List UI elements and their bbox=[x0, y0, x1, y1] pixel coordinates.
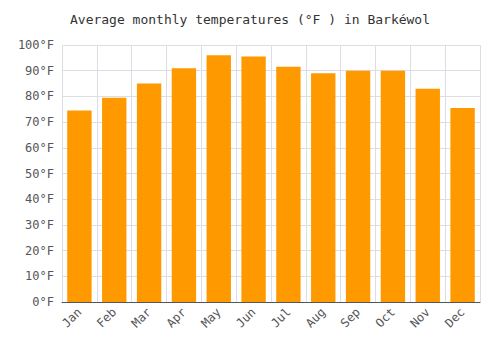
svg-text:80°F: 80°F bbox=[25, 89, 54, 103]
svg-text:Feb: Feb bbox=[94, 305, 119, 330]
svg-text:Dec: Dec bbox=[442, 305, 467, 330]
svg-text:Jun: Jun bbox=[233, 305, 258, 330]
svg-text:May: May bbox=[198, 305, 223, 330]
svg-text:40°F: 40°F bbox=[25, 192, 54, 206]
svg-text:Apr: Apr bbox=[164, 305, 189, 330]
svg-text:0°F: 0°F bbox=[32, 295, 54, 309]
svg-text:30°F: 30°F bbox=[25, 218, 54, 232]
svg-text:20°F: 20°F bbox=[25, 244, 54, 258]
svg-text:Sep: Sep bbox=[338, 305, 363, 330]
svg-text:Mar: Mar bbox=[129, 305, 154, 330]
svg-text:Jul: Jul bbox=[268, 305, 293, 330]
svg-text:60°F: 60°F bbox=[25, 141, 54, 155]
svg-text:Average monthly temperatures (: Average monthly temperatures (°F ) in Ba… bbox=[70, 12, 430, 27]
svg-text:90°F: 90°F bbox=[25, 64, 54, 78]
svg-text:Nov: Nov bbox=[407, 305, 432, 330]
svg-text:50°F: 50°F bbox=[25, 167, 54, 181]
svg-text:Aug: Aug bbox=[303, 305, 328, 330]
svg-text:Jan: Jan bbox=[59, 305, 84, 330]
svg-text:70°F: 70°F bbox=[25, 115, 54, 129]
svg-text:Oct: Oct bbox=[373, 305, 398, 330]
svg-text:10°F: 10°F bbox=[25, 269, 54, 283]
svg-text:100°F: 100°F bbox=[18, 38, 54, 52]
